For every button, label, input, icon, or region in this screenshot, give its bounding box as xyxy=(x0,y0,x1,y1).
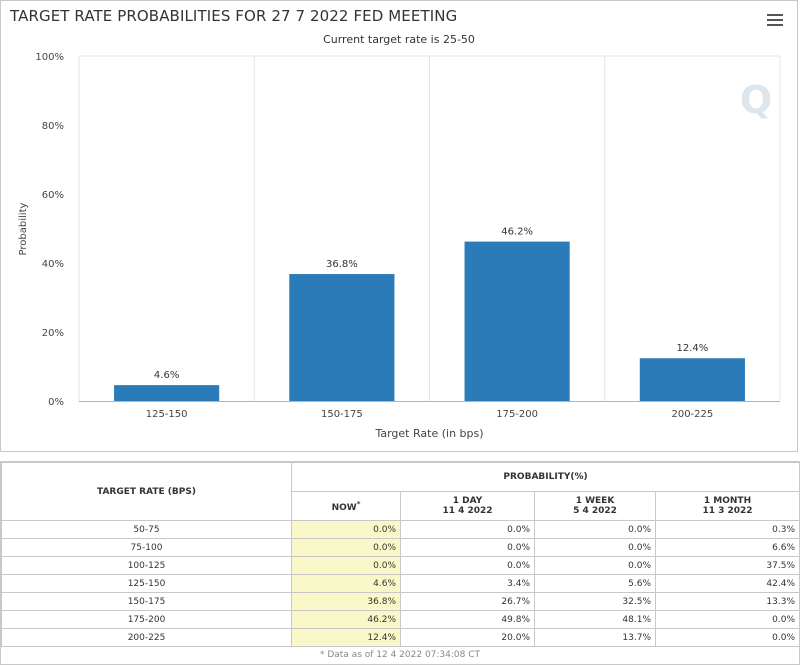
table-row: 200-225 12.4% 20.0% 13.7% 0.0% xyxy=(1,628,800,647)
cell-1-day: 0.0% xyxy=(400,538,535,557)
cell-1-month: 6.6% xyxy=(654,538,800,557)
y-tick-label: 60% xyxy=(42,190,64,201)
header-1-month: 1 MONTH 11 3 2022 xyxy=(654,491,800,521)
cell-rate: 75-100 xyxy=(1,538,292,557)
probability-table: TARGET RATE (BPS) PROBABILITY(%) NOW* 1 … xyxy=(1,462,800,647)
cell-rate: 150-175 xyxy=(1,592,292,611)
table-row: 150-175 36.8% 26.7% 32.5% 13.3% xyxy=(1,592,800,611)
table-row: 50-75 0.0% 0.0% 0.0% 0.3% xyxy=(1,520,800,539)
cell-1-month: 0.0% xyxy=(654,628,800,647)
header-1-month-date: 11 3 2022 xyxy=(702,506,753,516)
y-tick-label: 100% xyxy=(35,52,64,63)
y-tick-label: 80% xyxy=(42,121,64,132)
y-tick-label: 0% xyxy=(48,397,64,408)
cell-1-week: 0.0% xyxy=(534,538,656,557)
cell-now: 4.6% xyxy=(291,574,401,593)
cell-1-day: 20.0% xyxy=(400,628,535,647)
table-row: 175-200 46.2% 49.8% 48.1% 0.0% xyxy=(1,610,800,629)
cell-1-month: 42.4% xyxy=(654,574,800,593)
cell-1-month: 0.3% xyxy=(654,520,800,539)
header-1-week: 1 WEEK 5 4 2022 xyxy=(534,491,656,521)
y-tick-label: 40% xyxy=(42,259,64,270)
bar-125-150 xyxy=(114,385,220,401)
cell-now: 36.8% xyxy=(291,592,401,611)
cell-1-month: 0.0% xyxy=(654,610,800,629)
header-probability: PROBABILITY(%) xyxy=(290,462,800,492)
header-target-rate: TARGET RATE (BPS) xyxy=(1,462,292,521)
chart-subtitle: Current target rate is 25-50 xyxy=(323,33,475,46)
cell-now: 0.0% xyxy=(291,556,401,575)
cell-1-month: 13.3% xyxy=(654,592,800,611)
watermark-logo: Q xyxy=(740,78,772,122)
cell-1-week: 13.7% xyxy=(534,628,656,647)
cell-rate: 100-125 xyxy=(1,556,292,575)
cell-now: 12.4% xyxy=(291,628,401,647)
cell-1-day: 0.0% xyxy=(400,520,535,539)
header-1-day-date: 11 4 2022 xyxy=(442,506,493,516)
cell-rate: 50-75 xyxy=(1,520,292,539)
data-label: 46.2% xyxy=(501,227,533,238)
bar-150-175 xyxy=(289,274,395,401)
header-1-week-date: 5 4 2022 xyxy=(573,506,617,516)
data-label: 4.6% xyxy=(154,370,179,381)
y-axis-title: Probability xyxy=(18,202,29,255)
probability-table-panel: TARGET RATE (BPS) PROBABILITY(%) NOW* 1 … xyxy=(0,461,800,665)
table-row: 125-150 4.6% 3.4% 5.6% 42.4% xyxy=(1,574,800,593)
cell-1-day: 26.7% xyxy=(400,592,535,611)
x-tick-label: 150-175 xyxy=(321,409,363,420)
x-tick-label: 200-225 xyxy=(671,409,713,420)
cell-1-week: 48.1% xyxy=(534,610,656,629)
cell-1-day: 49.8% xyxy=(400,610,535,629)
cell-1-week: 32.5% xyxy=(534,592,656,611)
x-axis-title: Target Rate (in bps) xyxy=(374,427,483,440)
cell-now: 46.2% xyxy=(291,610,401,629)
y-tick-label: 20% xyxy=(42,328,64,339)
cell-1-day: 0.0% xyxy=(400,556,535,575)
cell-now: 0.0% xyxy=(291,520,401,539)
bar-175-200 xyxy=(464,241,570,401)
chart-panel: Q 0% 20% 40% 60% 80% 100% 4.6% 125-150 36.8% 150-1… xyxy=(0,0,798,452)
cell-1-week: 5.6% xyxy=(534,574,656,593)
cell-rate: 125-150 xyxy=(1,574,292,593)
cell-1-week: 0.0% xyxy=(534,520,656,539)
table-row: 75-100 0.0% 0.0% 0.0% 6.6% xyxy=(1,538,800,557)
cell-1-day: 3.4% xyxy=(400,574,535,593)
data-label: 12.4% xyxy=(676,343,708,354)
cell-1-month: 37.5% xyxy=(654,556,800,575)
x-tick-label: 175-200 xyxy=(496,409,538,420)
cell-1-week: 0.0% xyxy=(534,556,656,575)
now-asterisk: * xyxy=(356,499,361,508)
hamburger-menu-icon[interactable] xyxy=(767,14,783,28)
cell-rate: 200-225 xyxy=(1,628,292,647)
header-now: NOW* xyxy=(291,491,401,521)
header-1-day: 1 DAY 11 4 2022 xyxy=(400,491,535,521)
x-tick-label: 125-150 xyxy=(146,409,188,420)
bar-200-225 xyxy=(639,358,745,401)
data-timestamp-footnote: * Data as of 12 4 2022 07:34:08 CT xyxy=(319,650,481,660)
chart-title: TARGET RATE PROBABILITIES FOR 27 7 2022 … xyxy=(10,7,458,25)
bar-chart: Q 0% 20% 40% 60% 80% 100% 4.6% 125-150 36.8% 150-1… xyxy=(18,52,781,440)
cell-rate: 175-200 xyxy=(1,610,292,629)
cell-now: 0.0% xyxy=(291,538,401,557)
data-label: 36.8% xyxy=(326,259,358,270)
table-row: 100-125 0.0% 0.0% 0.0% 37.5% xyxy=(1,556,800,575)
